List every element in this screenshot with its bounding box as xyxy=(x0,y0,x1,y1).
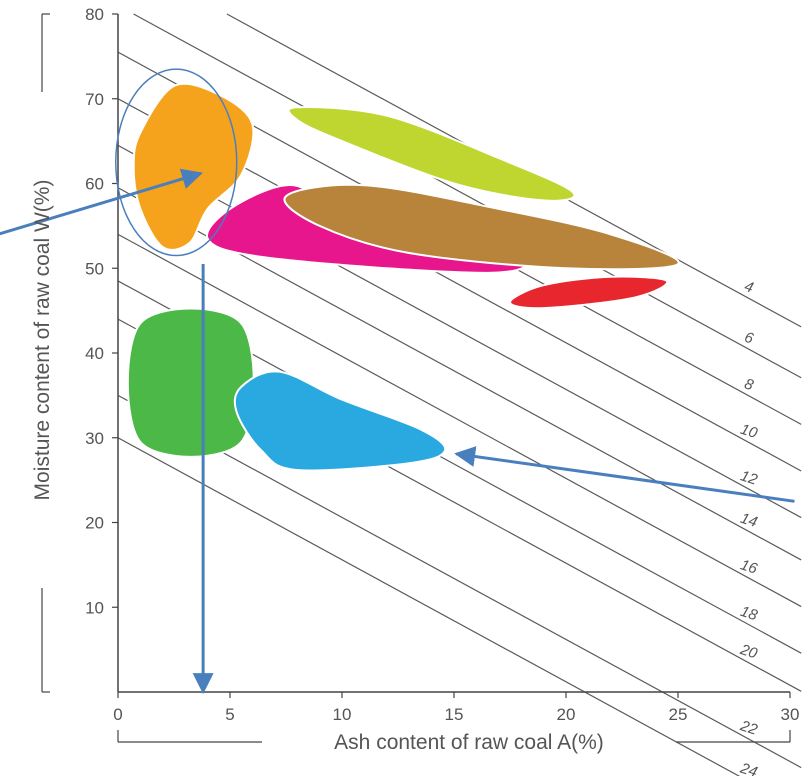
coal-region-5 xyxy=(508,275,669,310)
annotations-group xyxy=(0,68,795,695)
x-tick-label: 15 xyxy=(445,705,464,724)
coal-region-6 xyxy=(126,307,255,458)
y-tick-label: 30 xyxy=(85,429,104,448)
isoline-22 xyxy=(117,394,802,769)
y-tick-label: 80 xyxy=(85,5,104,24)
isoline-label: 6 xyxy=(742,329,756,348)
x-tick-label: 20 xyxy=(557,705,576,724)
isoline-label: 16 xyxy=(738,556,760,578)
annotation-arrow-3 xyxy=(454,446,795,503)
regions-group xyxy=(126,82,680,472)
x-tick-label: 25 xyxy=(669,705,688,724)
y-tick-label: 60 xyxy=(85,175,104,194)
highlight-ellipse xyxy=(115,68,238,257)
coal-region-1 xyxy=(132,82,255,251)
y-tick-label: 10 xyxy=(85,598,104,617)
x-tick-label: 0 xyxy=(113,705,122,724)
isoline-24 xyxy=(117,437,741,776)
isoline-label: 18 xyxy=(738,603,760,625)
isoline-label: 8 xyxy=(742,375,756,394)
isoline-label: 22 xyxy=(737,717,760,739)
y-axis-title-group: Moisture content of raw coal W(%) xyxy=(31,13,54,693)
x-tick-label: 30 xyxy=(781,705,800,724)
x-tick-label: 5 xyxy=(225,705,234,724)
isoline-label: 4 xyxy=(742,278,755,297)
x-tick-label: 10 xyxy=(333,705,352,724)
coal-region-4 xyxy=(283,183,680,271)
isoline-label: 20 xyxy=(737,641,760,663)
isoline-label: 10 xyxy=(738,421,760,443)
y-tick-label: 70 xyxy=(85,90,104,109)
y-tick-label: 50 xyxy=(85,259,104,278)
y-tick-label: 40 xyxy=(85,344,104,363)
isoline-label: 24 xyxy=(737,759,759,776)
annotation-arrow-2 xyxy=(0,168,203,236)
coal-region-7 xyxy=(233,370,447,472)
coal-region-2 xyxy=(287,105,576,202)
x-axis-title: Ash content of raw coal A(%) xyxy=(334,731,604,754)
y-axis-title: Moisture content of raw coal W(%) xyxy=(31,180,54,501)
isoline-label: 12 xyxy=(738,467,760,489)
ticks-group: 0 5 10 15 20 25 30 10 20 30 40 50 60 70 80 xyxy=(85,5,799,724)
isoline-6 xyxy=(133,13,802,379)
x-axis-title-group: Ash content of raw coal A(%) xyxy=(117,730,791,754)
isoline-label: 14 xyxy=(738,510,759,531)
isoline-16 xyxy=(117,233,802,608)
y-tick-label: 20 xyxy=(85,514,104,533)
